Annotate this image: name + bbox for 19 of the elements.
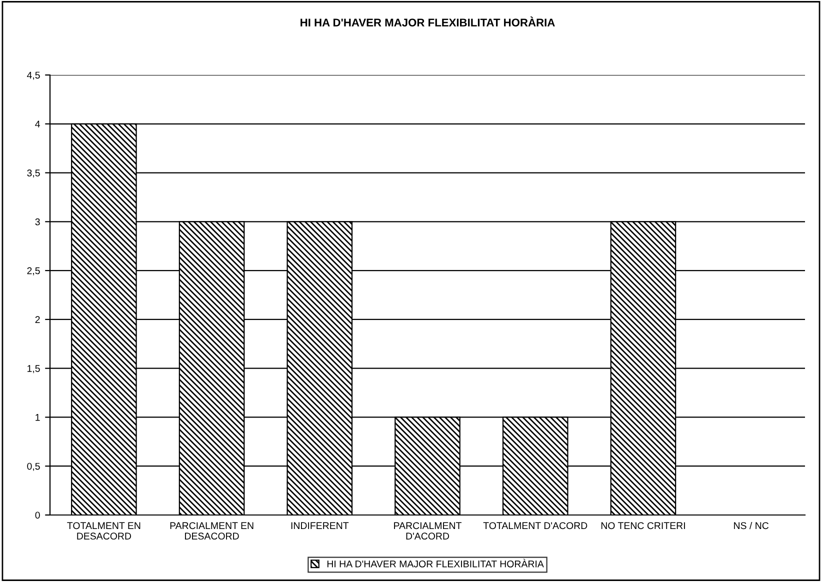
y-tick-label: 0,5 xyxy=(27,462,40,471)
legend-label: HI HA D'HAVER MAJOR FLEXIBILITAT HORÀRIA xyxy=(327,558,544,568)
x-tick-label: INDIFERENT xyxy=(291,522,349,529)
x-tick-label: PARCIALMENT D'ACORD xyxy=(394,522,462,540)
x-tick-label: TOTALMENT D'ACORD xyxy=(483,522,588,530)
y-tick-label: 2,5 xyxy=(27,267,40,276)
x-tick-label: PARCIALMENT EN DESACORD xyxy=(170,522,254,540)
x-tick-label: NO TENC CRITERI xyxy=(601,522,685,530)
y-tick-label: 1 xyxy=(36,414,40,421)
y-tick-label: 3 xyxy=(35,218,40,226)
y-tick-label: 4 xyxy=(35,120,40,128)
y-tick-label: 2 xyxy=(35,316,40,323)
chart-title: HI HA D'HAVER MAJOR FLEXIBILITAT HORÀRIA xyxy=(300,16,555,26)
y-tick-label: 4,5 xyxy=(26,72,40,80)
x-tick-label: NS / NC xyxy=(734,522,769,530)
y-tick-label: 1,5 xyxy=(28,365,40,374)
x-tick-label: TOTALMENT EN DESACORD xyxy=(67,522,140,540)
y-tick-label: 0 xyxy=(35,512,40,519)
y-tick-label: 3,5 xyxy=(27,170,40,178)
